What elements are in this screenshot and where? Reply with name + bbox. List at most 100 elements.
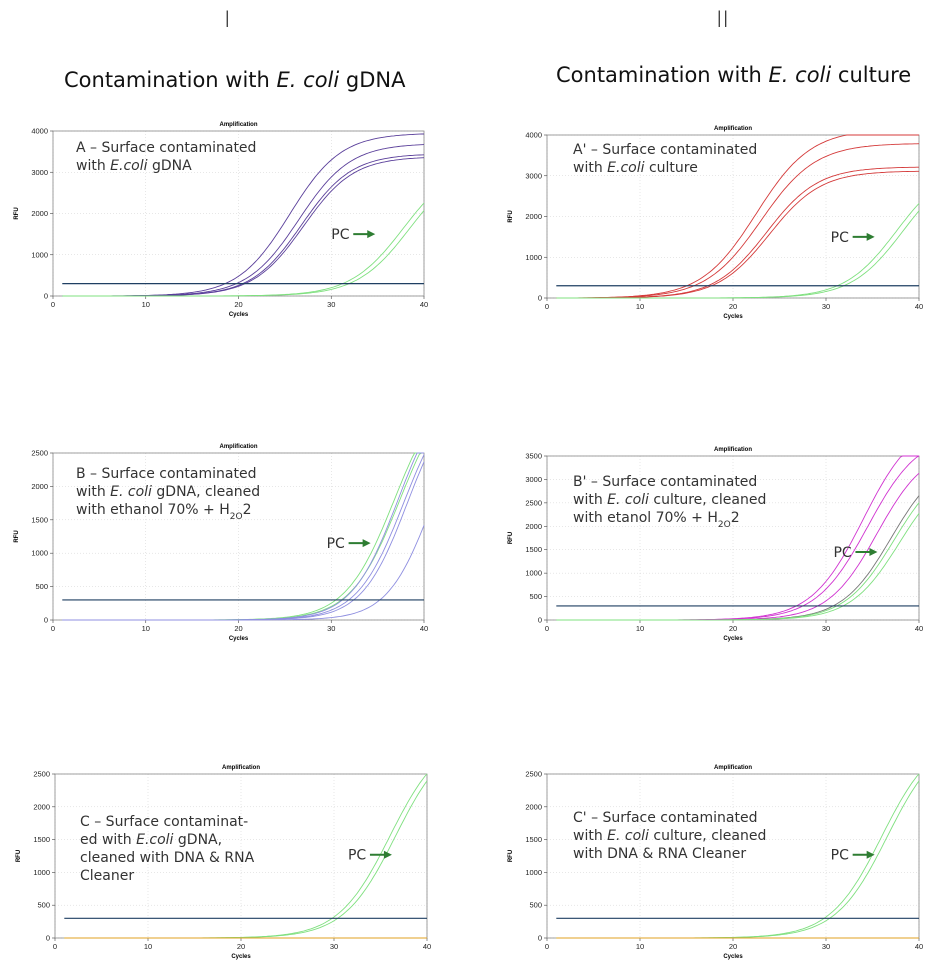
chart-annotation: C' – Surface contaminated with E. coli cu… [573, 810, 766, 862]
y-tick-label: 0 [46, 934, 50, 943]
pc-arrow-head [367, 230, 376, 239]
y-tick-label: 2000 [525, 522, 542, 531]
x-tick-label: 20 [729, 302, 737, 311]
y-tick-label: 1500 [31, 515, 48, 524]
series-line-sample [62, 157, 425, 297]
annotation-line: Cleaner [80, 868, 134, 884]
x-tick-label: 20 [729, 624, 737, 633]
y-tick-label: 1500 [525, 545, 542, 554]
annotation-line: with etanol 70% + H2O2 [573, 510, 740, 530]
annotation-line: with E. coli gDNA, cleaned [76, 484, 260, 500]
y-tick-label: 2500 [525, 498, 542, 507]
x-tick-label: 10 [636, 942, 644, 951]
x-tick-label: 0 [545, 624, 549, 633]
x-axis-label: Cycles [723, 314, 743, 320]
pc-label: PC [327, 536, 345, 552]
chart-panel-b: Amplification 0 500 1000 1500 2000 2500 0 10 20 30… [14, 444, 428, 642]
chart-annotation: B – Surface contaminated with E. coli gDN… [76, 466, 260, 522]
pc-label: PC [348, 848, 366, 864]
series-line-pc [556, 203, 920, 299]
x-tick-label: 30 [330, 942, 338, 951]
y-tick-label: 0 [538, 294, 542, 303]
y-tick-label: 2000 [525, 802, 542, 811]
column-1-heading: Contamination with E. coli gDNA [64, 68, 406, 92]
y-tick-label: 1500 [33, 835, 50, 844]
x-tick-label: 30 [822, 302, 830, 311]
y-tick-label: 3500 [525, 452, 542, 461]
y-tick-label: 2500 [525, 770, 542, 779]
y-tick-label: 2500 [33, 770, 50, 779]
chart-title: Amplification [222, 765, 260, 771]
annotation-line: with E. coli culture, cleaned [573, 828, 766, 844]
y-tick-label: 2000 [33, 802, 50, 811]
x-tick-label: 20 [237, 942, 245, 951]
y-tick-label: 3000 [525, 475, 542, 484]
y-axis-label: RFU [16, 850, 22, 862]
x-tick-label: 40 [915, 942, 923, 951]
y-tick-label: 2000 [31, 482, 48, 491]
chart-title: Amplification [714, 765, 752, 771]
annotation-line: B' – Surface contaminated [573, 474, 757, 490]
annotation-line: A – Surface contaminated [76, 140, 256, 156]
y-tick-label: 500 [35, 582, 48, 591]
y-tick-label: 1000 [33, 868, 50, 877]
x-tick-label: 20 [729, 942, 737, 951]
annotation-line: A' – Surface contaminated [573, 142, 757, 158]
chart-panel-c: Amplification 0 500 1000 1500 2000 2500 0 10 20 30… [16, 765, 431, 960]
pc-label: PC [831, 230, 849, 246]
x-tick-label: 10 [142, 624, 150, 633]
y-tick-label: 0 [44, 292, 48, 301]
x-tick-label: 40 [915, 624, 923, 633]
y-tick-label: 0 [538, 616, 542, 625]
series-line-pc [556, 210, 920, 299]
chart-panel-a: Amplification 0 1000 2000 3000 4000 0 10 20 30 40 C… [14, 122, 428, 318]
pc-arrow-head [383, 850, 392, 859]
pc-label: PC [331, 227, 349, 243]
annotation-line: ed with E.coli gDNA, [80, 832, 222, 848]
x-tick-label: 20 [234, 624, 242, 633]
x-tick-label: 0 [53, 942, 57, 951]
chart-panel-b-prime: Amplification 0 500 1000 1500 2000 2500 3000 350… [508, 447, 923, 642]
chart-panel-a-prime: Amplification 0 1000 2000 3000 4000 0 10 20 30 40 C… [508, 126, 923, 320]
x-tick-label: 0 [545, 302, 549, 311]
x-tick-label: 40 [915, 302, 923, 311]
x-tick-label: 0 [51, 300, 55, 309]
x-tick-label: 0 [545, 942, 549, 951]
y-tick-label: 0 [44, 616, 48, 625]
annotation-line: with E. coli culture, cleaned [573, 492, 766, 508]
y-tick-label: 2500 [31, 449, 48, 458]
y-tick-label: 500 [529, 901, 542, 910]
x-tick-label: 30 [327, 300, 335, 309]
y-axis-label: RFU [14, 207, 20, 219]
column-2-numeral: II [716, 8, 729, 33]
annotation-line: B – Surface contaminated [76, 466, 256, 482]
chart-title: Amplification [714, 126, 752, 132]
column-2-heading: Contamination with E. coli culture [556, 63, 912, 87]
pc-arrow-head [362, 539, 371, 548]
series-line-sample [62, 154, 425, 297]
x-tick-label: 0 [51, 624, 55, 633]
annotation-line: C – Surface contaminat- [80, 814, 248, 830]
y-axis-label: RFU [508, 850, 514, 862]
chart-title: Amplification [219, 444, 257, 450]
y-tick-label: 4000 [525, 131, 542, 140]
pc-label: PC [833, 545, 851, 561]
annotation-line: with E.coli culture [573, 160, 698, 176]
chart-title: Amplification [714, 447, 752, 453]
y-axis-label: RFU [508, 532, 514, 544]
annotation-line: with ethanol 70% + H2O2 [76, 502, 252, 522]
pc-arrow-head [869, 548, 878, 557]
x-axis-label: Cycles [229, 312, 249, 318]
y-tick-label: 1000 [525, 253, 542, 262]
chart-annotation: C – Surface contaminat-ed with E.coli gD… [80, 814, 255, 884]
x-axis-label: Cycles [229, 636, 249, 642]
x-tick-label: 20 [234, 300, 242, 309]
series-line-pc [62, 202, 425, 297]
column-1-numeral: I [224, 8, 231, 33]
x-tick-label: 40 [420, 624, 428, 633]
pc-arrow-head [866, 232, 875, 241]
annotation-line: with E.coli gDNA [76, 158, 192, 174]
x-tick-label: 40 [423, 942, 431, 951]
series-line-sample [556, 170, 919, 299]
pc-label: PC [831, 848, 849, 864]
